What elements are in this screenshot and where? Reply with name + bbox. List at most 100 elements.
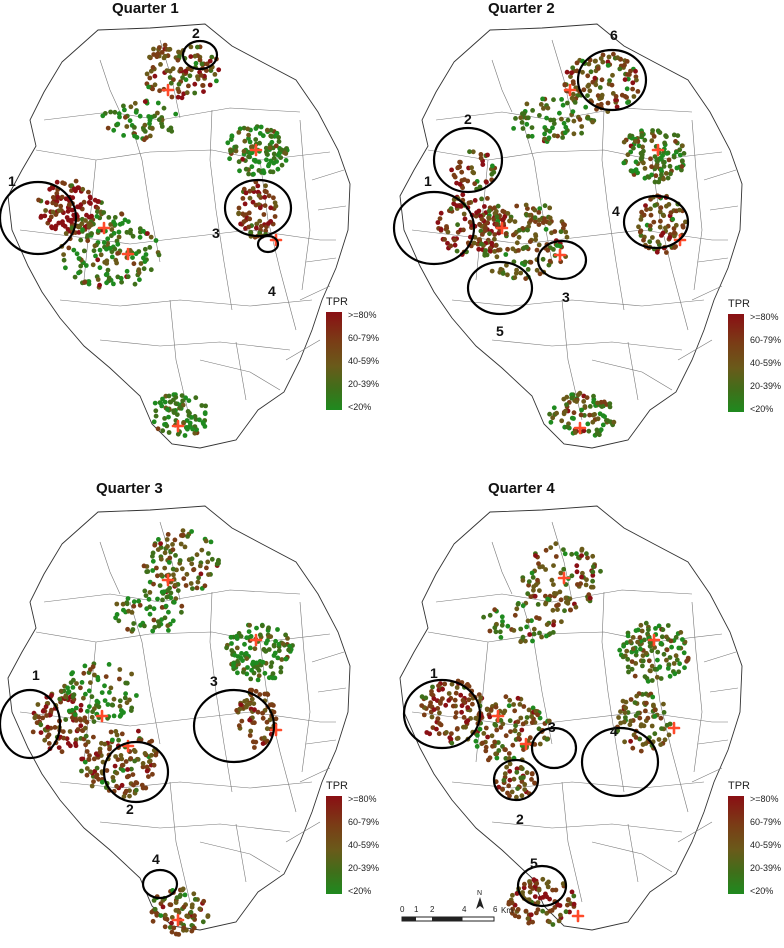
household-point	[563, 229, 569, 235]
household-point	[443, 702, 449, 708]
household-point	[202, 411, 208, 417]
scale-tick: 4	[462, 905, 467, 914]
district-boundary	[591, 359, 673, 391]
household-point	[532, 780, 537, 786]
household-point	[480, 162, 486, 168]
household-point	[73, 743, 79, 749]
household-point	[579, 124, 585, 129]
household-point	[253, 739, 259, 745]
household-point	[247, 622, 253, 628]
household-point	[114, 601, 120, 607]
legend-label: <20%	[348, 886, 372, 896]
household-point	[537, 715, 543, 721]
household-point	[448, 206, 454, 212]
household-point	[516, 735, 521, 741]
household-point	[460, 697, 466, 703]
household-point	[674, 149, 679, 155]
household-point	[592, 75, 598, 81]
household-point	[189, 415, 195, 420]
household-point	[672, 245, 677, 250]
household-point	[512, 708, 518, 714]
household-point	[234, 636, 240, 641]
household-point	[545, 596, 551, 602]
household-point	[529, 133, 535, 139]
household-point	[162, 550, 168, 556]
household-point	[466, 697, 472, 703]
household-point	[275, 152, 281, 158]
household-point	[664, 151, 670, 156]
household-point	[598, 56, 604, 61]
household-point	[438, 210, 444, 216]
household-point	[152, 542, 158, 548]
household-point	[610, 91, 616, 96]
household-point	[159, 605, 165, 610]
household-point	[191, 891, 197, 897]
hotspot-label: 3	[548, 719, 556, 735]
household-point	[152, 73, 158, 79]
household-point	[491, 169, 497, 175]
household-point	[543, 547, 549, 553]
household-point	[260, 741, 266, 746]
household-point	[498, 266, 504, 272]
household-point	[65, 208, 71, 214]
household-point	[634, 693, 640, 699]
household-point	[514, 766, 520, 772]
household-point	[509, 789, 515, 795]
household-point	[214, 561, 220, 567]
household-point	[650, 694, 656, 700]
household-point	[516, 914, 522, 920]
household-point	[50, 185, 56, 191]
household-point	[594, 427, 600, 433]
household-point	[622, 94, 628, 99]
household-point	[249, 144, 254, 150]
household-point	[652, 179, 658, 185]
household-point	[264, 726, 270, 732]
household-point	[661, 160, 666, 165]
household-point	[86, 200, 92, 205]
household-point	[74, 251, 80, 257]
household-point	[529, 125, 535, 130]
household-point	[48, 214, 54, 220]
household-point	[167, 925, 173, 930]
legend-label: 60-79%	[750, 817, 782, 827]
household-point	[455, 222, 460, 228]
household-point	[600, 413, 606, 419]
household-point	[466, 200, 472, 206]
household-point	[514, 267, 519, 273]
household-point	[93, 253, 98, 259]
household-point	[160, 428, 166, 434]
household-point	[641, 637, 647, 643]
household-point	[504, 262, 509, 268]
household-point	[507, 793, 512, 799]
household-point	[97, 265, 103, 271]
household-point	[536, 561, 541, 567]
household-point	[622, 739, 627, 745]
household-point	[76, 185, 81, 191]
household-point	[574, 569, 580, 575]
household-point	[579, 574, 584, 580]
household-point	[600, 422, 606, 428]
household-point	[113, 729, 119, 734]
household-point	[531, 631, 537, 637]
household-point	[272, 675, 278, 681]
household-point	[630, 635, 636, 640]
household-point	[557, 110, 562, 116]
household-point	[500, 721, 506, 727]
household-point	[99, 690, 105, 695]
household-point	[116, 111, 122, 117]
household-point	[137, 113, 143, 119]
household-point	[483, 748, 489, 754]
household-point	[279, 147, 284, 153]
household-point	[513, 116, 518, 121]
household-point	[40, 715, 46, 721]
household-point	[256, 668, 262, 673]
household-point	[101, 240, 107, 245]
household-point	[177, 894, 183, 899]
household-point	[505, 623, 511, 629]
household-point	[656, 737, 662, 742]
household-point	[667, 235, 673, 240]
household-point	[158, 572, 164, 578]
household-point	[125, 626, 130, 632]
household-point	[627, 72, 632, 77]
household-point	[111, 230, 117, 236]
